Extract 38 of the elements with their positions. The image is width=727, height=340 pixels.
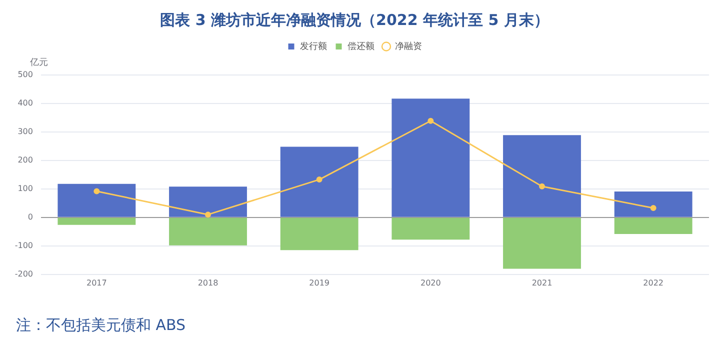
bar (614, 192, 692, 217)
bar (58, 218, 136, 225)
x-tick-label: 2021 (532, 278, 552, 288)
point (94, 188, 100, 194)
y-axis-title: 亿元 (29, 56, 48, 68)
x-tick-label: 2017 (86, 278, 107, 288)
bar (503, 218, 581, 269)
text: 注：不包括美元债和 ABS (16, 315, 186, 336)
bar (503, 135, 581, 217)
x-tick-label: 2020 (420, 278, 441, 288)
bar (280, 218, 358, 250)
bar (58, 184, 136, 217)
point (428, 118, 434, 124)
y-tick-label: -200 (14, 269, 33, 278)
y-tick-label: 0 (28, 212, 33, 222)
y-tick-label: 400 (18, 98, 33, 108)
y-tick-label: -100 (14, 240, 33, 250)
legend-label: 偿还额 (347, 40, 374, 52)
y-tick-label: 100 (18, 184, 33, 194)
x-tick-label: 2022 (643, 278, 664, 288)
y-tick-label: 300 (18, 127, 33, 136)
point (650, 205, 656, 212)
bar (614, 218, 692, 234)
point (539, 183, 545, 190)
bar (169, 218, 247, 246)
legend-label: 净融资 (394, 40, 422, 52)
y-tick-label: 500 (18, 70, 33, 80)
x-tick-label: 2018 (198, 278, 218, 288)
legend-label: 发行额 (300, 40, 327, 52)
y-tick-label: 200 (18, 156, 33, 165)
point (316, 176, 322, 183)
bar (280, 146, 358, 217)
bar (392, 98, 470, 217)
bar (392, 218, 470, 240)
bar (169, 186, 247, 217)
x-tick-label: 2019 (309, 278, 330, 288)
point (205, 212, 211, 218)
chart-title: 图表 3 潍坊市近年净融资情况（2022 年统计至 5 月末） (160, 10, 549, 29)
